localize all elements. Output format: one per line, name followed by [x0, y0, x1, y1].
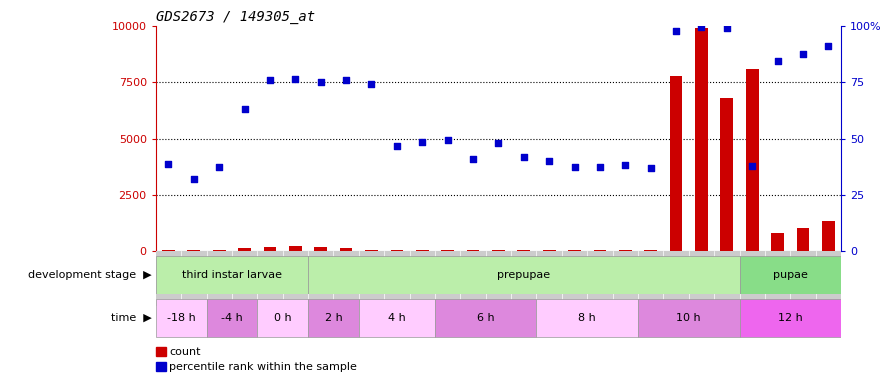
- Text: -18 h: -18 h: [166, 313, 196, 323]
- Text: time  ▶: time ▶: [110, 313, 151, 323]
- Text: 0 h: 0 h: [274, 313, 291, 323]
- Bar: [740, 256, 841, 294]
- Text: count: count: [169, 347, 200, 357]
- Bar: [162, 250, 174, 251]
- Bar: [308, 299, 359, 337]
- Point: [542, 158, 556, 164]
- Point: [619, 162, 633, 168]
- Bar: [466, 250, 480, 251]
- Text: 2 h: 2 h: [325, 313, 343, 323]
- Bar: [644, 250, 657, 251]
- Bar: [365, 250, 378, 251]
- Bar: [213, 250, 225, 251]
- Bar: [416, 250, 429, 251]
- Bar: [695, 28, 708, 251]
- Text: third instar larvae: third instar larvae: [182, 270, 282, 280]
- Point: [187, 176, 201, 182]
- Bar: [619, 250, 632, 251]
- Bar: [740, 299, 841, 337]
- Point: [415, 139, 429, 145]
- Point: [288, 76, 303, 82]
- Point: [364, 81, 378, 87]
- Text: 12 h: 12 h: [778, 313, 803, 323]
- Point: [593, 164, 607, 170]
- Text: development stage  ▶: development stage ▶: [28, 270, 151, 280]
- Bar: [492, 250, 505, 251]
- Bar: [359, 299, 435, 337]
- Point: [465, 156, 480, 162]
- Text: 6 h: 6 h: [477, 313, 495, 323]
- Bar: [543, 250, 555, 251]
- Point: [669, 28, 684, 34]
- Point: [568, 164, 582, 170]
- Text: 8 h: 8 h: [578, 313, 596, 323]
- Point: [821, 44, 836, 50]
- Bar: [289, 246, 302, 251]
- Bar: [340, 248, 352, 251]
- Text: GDS2673 / 149305_at: GDS2673 / 149305_at: [156, 10, 315, 24]
- Text: prepupae: prepupae: [498, 270, 550, 280]
- Point: [745, 163, 759, 169]
- Bar: [670, 76, 683, 251]
- Bar: [239, 248, 251, 251]
- Text: 10 h: 10 h: [676, 313, 701, 323]
- Point: [720, 26, 734, 32]
- Point: [313, 80, 328, 86]
- Bar: [156, 299, 206, 337]
- Bar: [188, 250, 200, 251]
- Bar: [822, 221, 835, 251]
- Bar: [257, 299, 308, 337]
- Point: [517, 154, 531, 160]
- Bar: [797, 228, 809, 251]
- Bar: [156, 256, 308, 294]
- Text: percentile rank within the sample: percentile rank within the sample: [169, 362, 357, 372]
- Bar: [772, 233, 784, 251]
- Bar: [568, 250, 581, 251]
- Bar: [638, 299, 740, 337]
- Text: -4 h: -4 h: [221, 313, 243, 323]
- Point: [161, 160, 175, 166]
- Point: [694, 24, 708, 30]
- Bar: [537, 299, 638, 337]
- Bar: [308, 256, 740, 294]
- Bar: [435, 299, 537, 337]
- Bar: [721, 98, 733, 251]
- Point: [643, 165, 658, 171]
- Text: pupae: pupae: [773, 270, 808, 280]
- Point: [339, 77, 353, 83]
- Point: [491, 140, 506, 146]
- Bar: [517, 250, 530, 251]
- Bar: [314, 248, 328, 251]
- Point: [238, 106, 252, 112]
- Bar: [263, 246, 276, 251]
- Bar: [746, 69, 758, 251]
- Point: [796, 51, 810, 57]
- Bar: [206, 299, 257, 337]
- Point: [771, 58, 785, 64]
- Bar: [594, 250, 606, 251]
- Bar: [391, 250, 403, 251]
- Point: [390, 142, 404, 148]
- Point: [263, 77, 277, 83]
- Point: [441, 137, 455, 143]
- Text: 4 h: 4 h: [388, 313, 406, 323]
- Bar: [441, 250, 454, 251]
- Point: [212, 164, 226, 170]
